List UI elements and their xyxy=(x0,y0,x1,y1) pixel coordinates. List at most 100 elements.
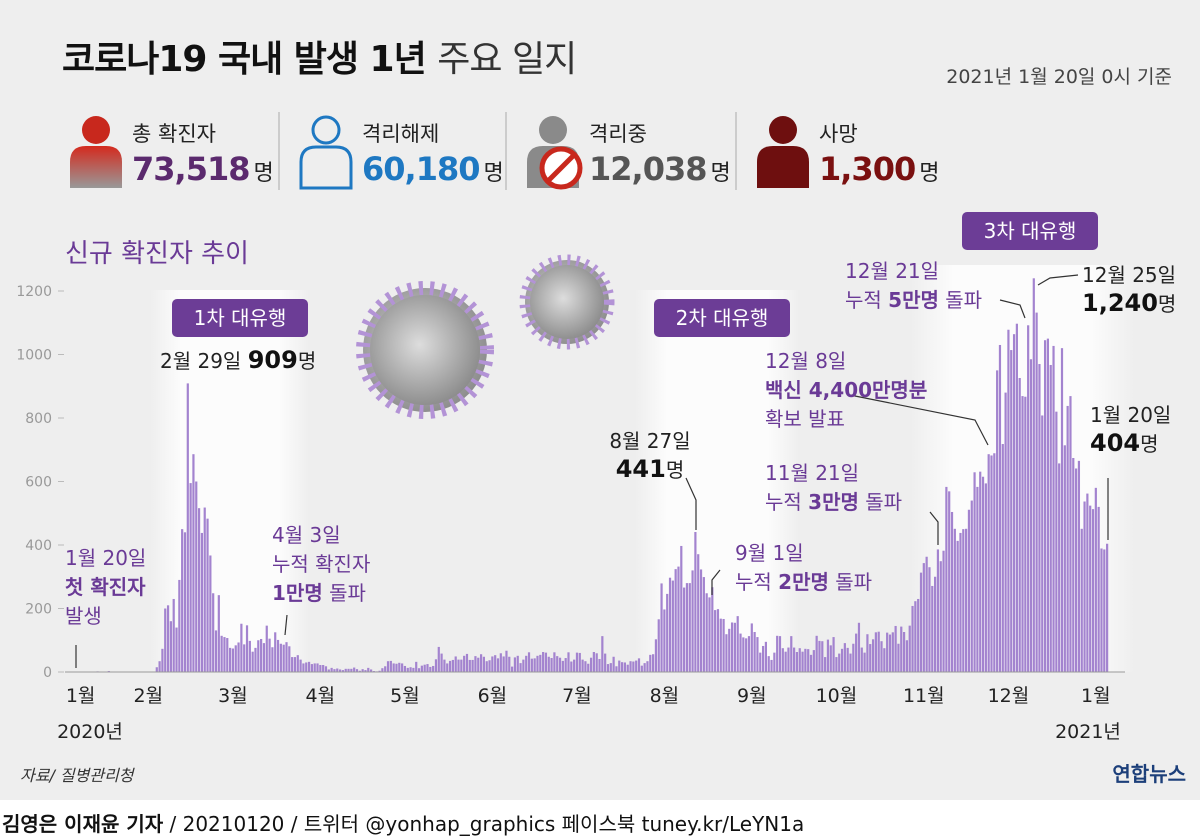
bar xyxy=(556,656,559,672)
source: 자료/ 질병관리청 xyxy=(20,766,134,785)
bar xyxy=(745,638,748,672)
bar xyxy=(310,664,313,672)
bar xyxy=(1046,338,1049,672)
annotation: 8월 27일 xyxy=(609,429,690,453)
bar xyxy=(457,659,460,672)
annotation-part: 1만명 xyxy=(272,581,323,605)
title-sub: 주요 일지 xyxy=(437,39,577,80)
bar xyxy=(857,622,861,672)
icon xyxy=(757,116,809,188)
divider xyxy=(278,112,280,190)
bar xyxy=(1038,364,1041,672)
bar xyxy=(996,370,999,672)
y-tick-label: 600 xyxy=(25,475,52,491)
bar xyxy=(494,655,497,672)
bar xyxy=(220,635,223,672)
stat-value: 12,038 명 xyxy=(589,150,731,188)
bar xyxy=(578,652,581,672)
bar xyxy=(1083,501,1086,672)
bar xyxy=(482,656,485,672)
bar xyxy=(685,583,689,672)
bar xyxy=(519,663,522,672)
bar xyxy=(203,507,206,672)
bar xyxy=(468,659,471,672)
bar xyxy=(934,576,937,672)
bar xyxy=(212,593,215,672)
bar xyxy=(1094,487,1097,672)
bar xyxy=(728,628,731,672)
bar xyxy=(265,625,268,672)
bar xyxy=(917,598,920,672)
bar xyxy=(877,631,880,672)
bar xyxy=(1027,325,1030,672)
annotation-part: 1월 20일 xyxy=(1090,403,1171,427)
y-tick-label: 0 xyxy=(43,665,52,681)
bar xyxy=(401,663,404,672)
bar xyxy=(575,652,579,672)
bar xyxy=(330,667,333,672)
bar xyxy=(440,653,443,672)
bar xyxy=(268,638,271,672)
bar xyxy=(809,654,813,672)
bar xyxy=(936,549,940,672)
bar xyxy=(894,625,897,672)
bar xyxy=(815,635,818,672)
annotation-part: 12월 25일 xyxy=(1082,263,1176,287)
stat-label: 격리해제 xyxy=(362,122,440,146)
icon xyxy=(527,116,583,190)
bar xyxy=(722,618,725,672)
bar xyxy=(795,651,799,672)
value: 12,038 xyxy=(589,150,707,188)
bar xyxy=(725,634,728,672)
bar xyxy=(403,665,407,672)
bar xyxy=(454,656,457,672)
bar xyxy=(1001,444,1004,672)
bar xyxy=(756,637,759,672)
bar xyxy=(905,640,908,672)
bar xyxy=(1077,460,1081,672)
bar xyxy=(998,344,1002,672)
x-tick-label: 11월 xyxy=(903,685,945,707)
bar xyxy=(561,660,564,672)
bar xyxy=(635,660,638,672)
title: 코로나19 국내 발생 1년 주요 일지 xyxy=(62,30,577,82)
bar xyxy=(821,641,824,672)
bar xyxy=(386,661,390,672)
year-label: 2020년 xyxy=(57,721,123,743)
chart: 신규 확진자 추이 0 200 400 600 800 1000 1200 1월 2월 3월 4월 5… xyxy=(16,212,1176,743)
bar xyxy=(276,639,280,672)
annotation-part: 8월 27일 xyxy=(609,429,690,453)
bar xyxy=(922,563,925,672)
bar xyxy=(843,643,846,672)
bar xyxy=(592,651,595,672)
bar xyxy=(1069,396,1072,672)
bar xyxy=(1103,549,1106,672)
bar xyxy=(1072,458,1075,672)
bar xyxy=(426,664,429,672)
bar xyxy=(683,587,686,672)
bar xyxy=(479,654,483,672)
annotation-part: 첫 확진자 xyxy=(65,575,146,599)
y-tick-label: 200 xyxy=(25,602,52,618)
bar xyxy=(694,531,697,672)
bar xyxy=(550,658,553,672)
bar xyxy=(714,610,717,672)
bar xyxy=(460,659,463,672)
bar xyxy=(536,655,539,672)
bar xyxy=(767,656,770,672)
bar xyxy=(313,663,316,672)
x-tick-label: 4월 xyxy=(306,685,336,707)
bar xyxy=(840,648,844,672)
bar xyxy=(747,636,751,672)
bar xyxy=(197,508,201,672)
bar xyxy=(838,653,841,672)
bar xyxy=(883,648,886,672)
bar xyxy=(186,383,189,672)
bar xyxy=(358,670,361,672)
bar xyxy=(716,609,720,672)
bar xyxy=(852,643,855,672)
bar xyxy=(781,648,784,672)
bar xyxy=(846,647,849,672)
bar xyxy=(973,472,976,672)
bar xyxy=(953,528,956,672)
